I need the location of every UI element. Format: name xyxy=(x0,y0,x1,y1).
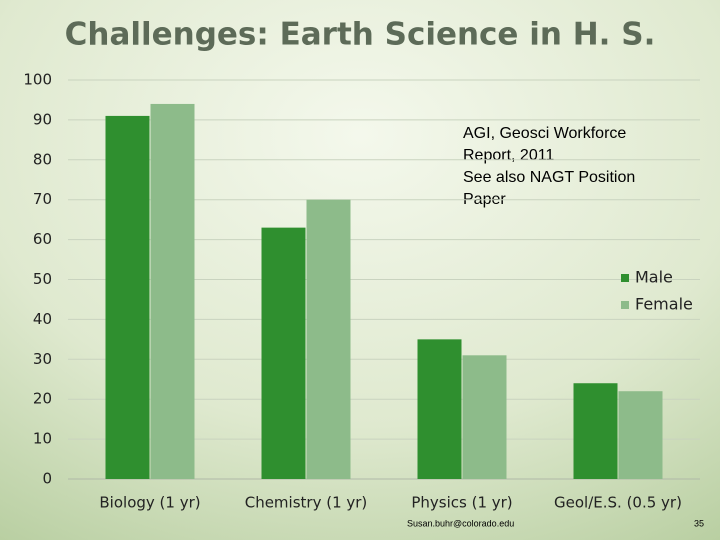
chart-title: Challenges: Earth Science in H. S. xyxy=(65,17,656,53)
footer-email: Susan.buhr@colorado.edu xyxy=(407,518,514,528)
y-tick-label: 100 xyxy=(23,71,52,89)
bar xyxy=(261,227,306,479)
bar xyxy=(618,391,663,479)
bar xyxy=(105,115,150,479)
y-tick-label: 0 xyxy=(42,470,52,488)
y-tick-label: 80 xyxy=(33,150,52,168)
x-tick-label: Biology (1 yr) xyxy=(99,494,200,512)
page-number: 35 xyxy=(694,518,704,528)
annotation: Report, 2011 xyxy=(463,147,554,164)
annotation: See also NAGT Position xyxy=(463,169,635,186)
x-tick-label: Physics (1 yr) xyxy=(411,494,512,512)
y-tick-label: 20 xyxy=(33,390,52,408)
y-tick-label: 90 xyxy=(33,110,52,128)
bar xyxy=(573,383,618,479)
legend-label: Male xyxy=(635,268,673,287)
y-tick-label: 50 xyxy=(33,270,52,288)
x-tick-label: Geol/E.S. (0.5 yr) xyxy=(554,494,682,512)
bar xyxy=(417,339,462,479)
x-tick-label: Chemistry (1 yr) xyxy=(245,494,368,512)
bar xyxy=(306,199,351,479)
annotation: AGI, Geosci Workforce xyxy=(463,125,626,142)
legend-label: Female xyxy=(635,295,693,314)
legend-swatch xyxy=(621,274,629,282)
legend-swatch xyxy=(621,301,629,309)
y-tick-label: 40 xyxy=(33,310,52,328)
y-tick-label: 30 xyxy=(33,350,52,368)
y-tick-label: 10 xyxy=(33,430,52,448)
y-tick-label: 60 xyxy=(33,230,52,248)
y-tick-label: 70 xyxy=(33,190,52,208)
bar xyxy=(462,355,507,479)
bar xyxy=(150,103,195,479)
